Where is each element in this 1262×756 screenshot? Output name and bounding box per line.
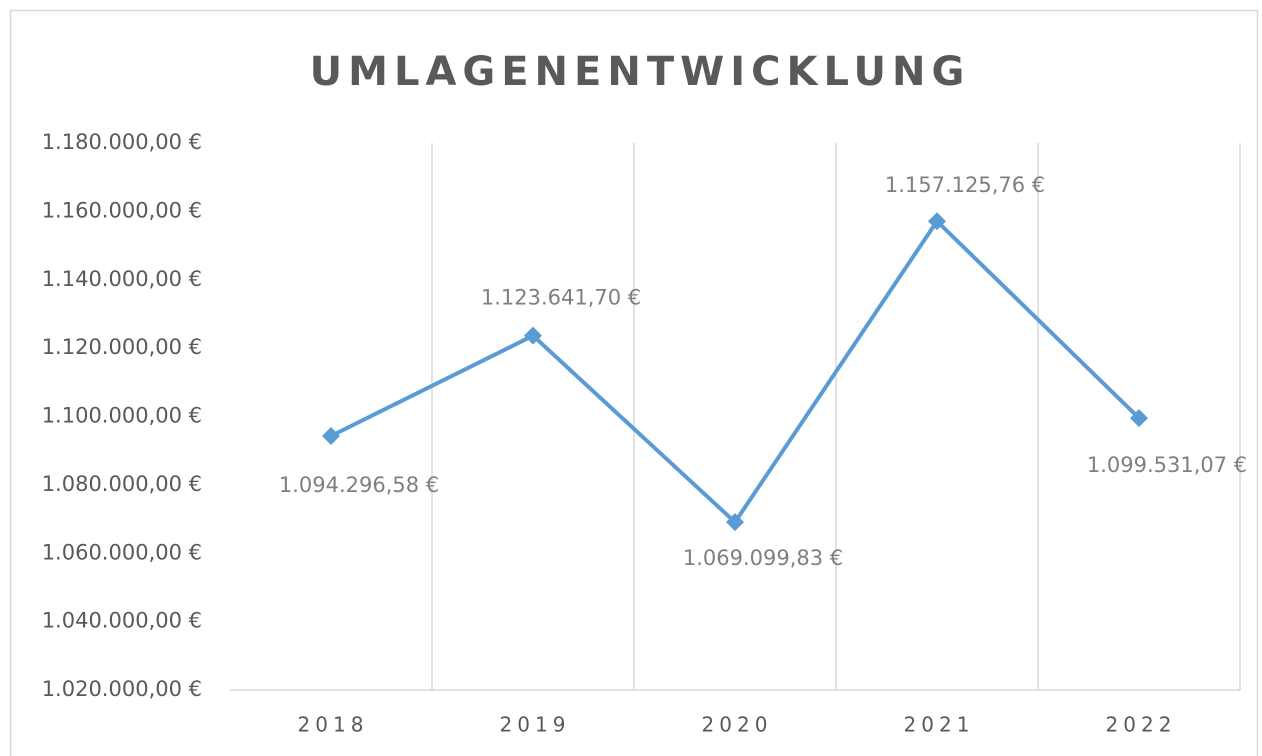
data-point — [928, 212, 946, 231]
y-tick-label: 1.100.000,00 € — [42, 404, 202, 428]
y-tick-label: 1.180.000,00 € — [42, 130, 202, 154]
y-tick-label: 1.040.000,00 € — [42, 609, 202, 633]
chart-title: UMLAGENENTWICKLUNG — [310, 49, 971, 95]
y-tick-label: 1.160.000,00 € — [42, 198, 202, 222]
y-tick-label: 1.020.000,00 € — [42, 677, 202, 701]
data-label: 1.123.641,70 € — [481, 286, 641, 310]
data-label: 1.094.296,58 € — [279, 473, 439, 497]
y-tick-label: 1.060.000,00 € — [42, 540, 202, 564]
x-tick-label: 2022 — [1106, 713, 1177, 737]
data-label: 1.157.125,76 € — [885, 173, 1045, 197]
y-tick-label: 1.120.000,00 € — [42, 335, 202, 359]
x-tick-label: 2021 — [904, 713, 975, 737]
chart-border — [9, 9, 1259, 756]
series-line — [330, 218, 1141, 526]
data-point — [1130, 409, 1148, 428]
y-tick-label: 1.140.000,00 € — [42, 267, 202, 291]
data-point — [726, 513, 744, 532]
x-tick-label: 2020 — [702, 713, 773, 737]
data-point — [322, 426, 340, 445]
x-tick-label: 2018 — [298, 713, 369, 737]
data-point — [524, 326, 542, 345]
data-label: 1.069.099,83 € — [683, 546, 843, 570]
x-tick-label: 2019 — [500, 713, 571, 737]
data-label: 1.099.531,07 € — [1087, 453, 1247, 477]
y-tick-label: 1.080.000,00 € — [42, 472, 202, 496]
